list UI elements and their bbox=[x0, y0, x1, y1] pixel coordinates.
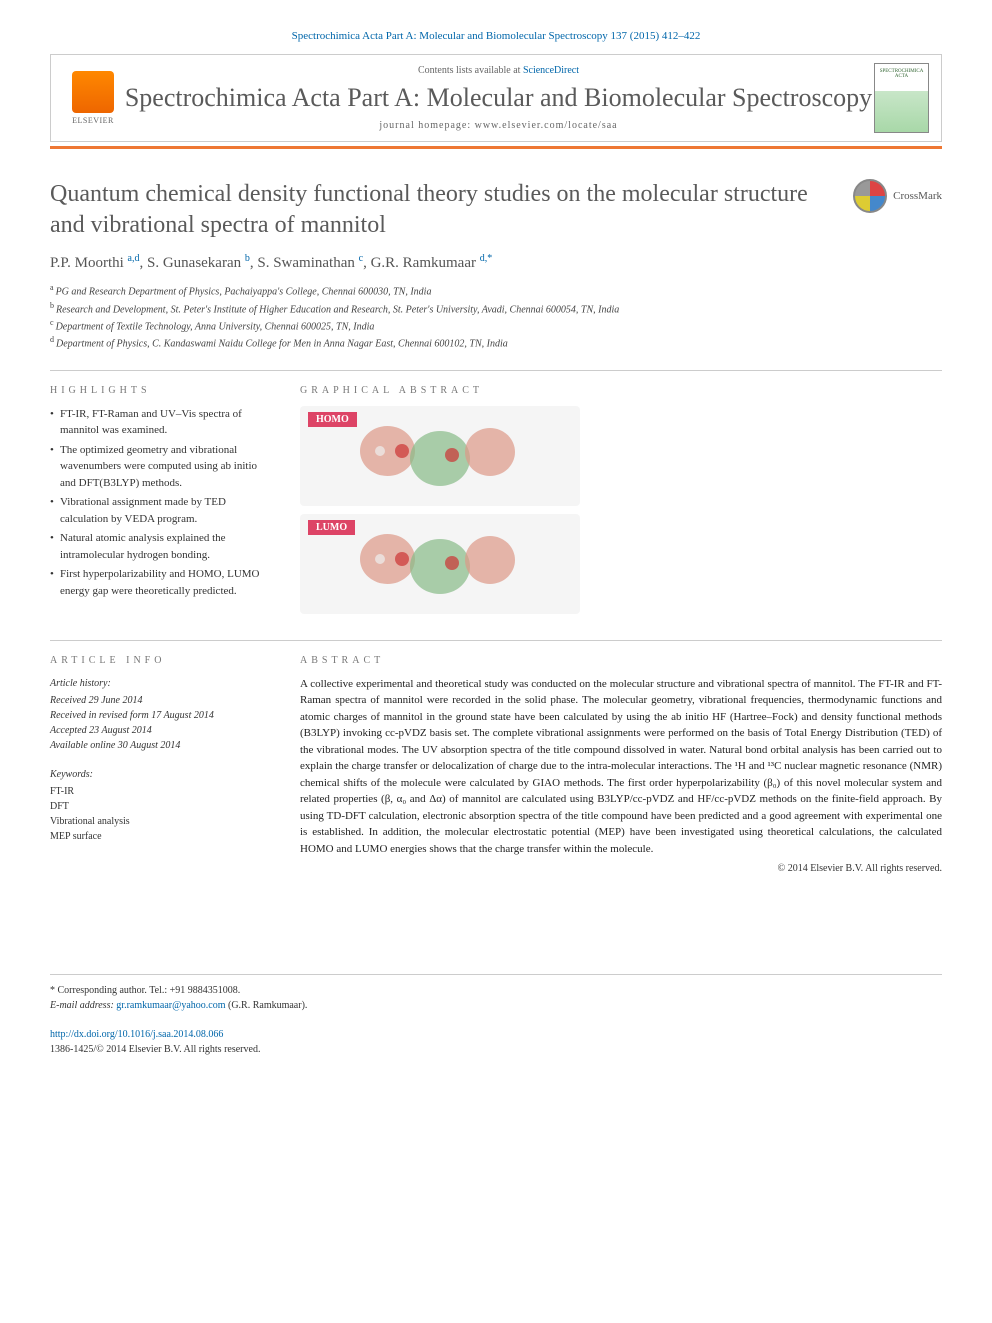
contents-prefix: Contents lists available at bbox=[418, 65, 523, 76]
keyword: Vibrational analysis bbox=[50, 814, 270, 829]
orbital-image: LUMO bbox=[300, 514, 580, 614]
affiliation-line: a PG and Research Department of Physics,… bbox=[50, 282, 942, 299]
title-row: Quantum chemical density functional theo… bbox=[50, 179, 942, 241]
crossmark-icon bbox=[853, 179, 887, 213]
highlights-label: HIGHLIGHTS bbox=[50, 385, 270, 396]
orbital-lobe bbox=[445, 448, 459, 462]
highlight-item: The optimized geometry and vibrational w… bbox=[50, 442, 270, 492]
journal-homepage: journal homepage: www.elsevier.com/locat… bbox=[123, 120, 874, 131]
affiliation-sup: a bbox=[50, 283, 56, 292]
doi-link[interactable]: http://dx.doi.org/10.1016/j.saa.2014.08.… bbox=[50, 1027, 942, 1042]
highlights-column: HIGHLIGHTS FT-IR, FT-Raman and UV–Vis sp… bbox=[50, 385, 270, 622]
crossmark-badge[interactable]: CrossMark bbox=[853, 179, 942, 213]
affiliations-block: a PG and Research Department of Physics,… bbox=[50, 282, 942, 351]
orbital-lobe bbox=[375, 554, 385, 564]
orbital-lobe bbox=[445, 556, 459, 570]
journal-name: Spectrochimica Acta Part A: Molecular an… bbox=[123, 82, 874, 113]
orbital-lobe bbox=[395, 552, 409, 566]
article-info-label: ARTICLE INFO bbox=[50, 655, 270, 666]
keyword: FT-IR bbox=[50, 784, 270, 799]
orbital-lobe bbox=[465, 428, 515, 476]
homepage-url[interactable]: www.elsevier.com/locate/saa bbox=[475, 120, 618, 131]
history-line: Received 29 June 2014 bbox=[50, 693, 270, 708]
orbital-lobe bbox=[375, 446, 385, 456]
affiliation-sup: b bbox=[50, 301, 56, 310]
contents-available-line: Contents lists available at ScienceDirec… bbox=[123, 65, 874, 76]
graphical-abstract-label: GRAPHICAL ABSTRACT bbox=[300, 385, 942, 396]
journal-header-box: ELSEVIER Contents lists available at Sci… bbox=[50, 54, 942, 142]
email-link[interactable]: gr.ramkumaar@yahoo.com bbox=[116, 1000, 225, 1011]
cover-text: SPECTROCHIMICA ACTA bbox=[875, 64, 928, 79]
keywords-heading: Keywords: bbox=[50, 767, 270, 782]
highlight-item: Natural atomic analysis explained the in… bbox=[50, 530, 270, 563]
affiliation-sup: d bbox=[50, 335, 56, 344]
affiliation-sup: c bbox=[50, 318, 56, 327]
abstract-text: A collective experimental and theoretica… bbox=[300, 676, 942, 858]
orbital-lobe bbox=[395, 444, 409, 458]
graphical-abstract-column: GRAPHICAL ABSTRACT HOMO LUMO bbox=[300, 385, 942, 622]
section-divider bbox=[50, 640, 942, 641]
graphical-abstract-images: HOMO LUMO bbox=[300, 406, 942, 614]
affiliation-line: c Department of Textile Technology, Anna… bbox=[50, 317, 942, 334]
email-label: E-mail address: bbox=[50, 1000, 116, 1011]
highlights-graphical-row: HIGHLIGHTS FT-IR, FT-Raman and UV–Vis sp… bbox=[50, 385, 942, 622]
authors-line: P.P. Moorthi a,d, S. Gunasekaran b, S. S… bbox=[50, 253, 942, 272]
author-affil-sup: a,d bbox=[128, 253, 140, 264]
author-affil-sup: d,* bbox=[480, 253, 493, 264]
highlight-item: First hyperpolarizability and HOMO, LUMO… bbox=[50, 566, 270, 599]
article-history: Article history: Received 29 June 2014Re… bbox=[50, 676, 270, 753]
issn-copyright: 1386-1425/© 2014 Elsevier B.V. All right… bbox=[50, 1042, 942, 1057]
header-citation: Spectrochimica Acta Part A: Molecular an… bbox=[50, 30, 942, 42]
highlight-item: FT-IR, FT-Raman and UV–Vis spectra of ma… bbox=[50, 406, 270, 439]
highlights-list: FT-IR, FT-Raman and UV–Vis spectra of ma… bbox=[50, 406, 270, 600]
crossmark-label: CrossMark bbox=[893, 190, 942, 202]
article-info-column: ARTICLE INFO Article history: Received 2… bbox=[50, 655, 270, 875]
history-line: Received in revised form 17 August 2014 bbox=[50, 708, 270, 723]
orbital-lobe bbox=[410, 431, 470, 486]
footer-block: * Corresponding author. Tel.: +91 988435… bbox=[50, 974, 942, 1057]
info-abstract-row: ARTICLE INFO Article history: Received 2… bbox=[50, 655, 942, 875]
keyword: MEP surface bbox=[50, 829, 270, 844]
email-line: E-mail address: gr.ramkumaar@yahoo.com (… bbox=[50, 998, 942, 1013]
history-heading: Article history: bbox=[50, 676, 270, 691]
keywords-lines: FT-IRDFTVibrational analysisMEP surface bbox=[50, 784, 270, 844]
orbital-lobe bbox=[410, 539, 470, 594]
orbital-label: HOMO bbox=[308, 412, 357, 427]
abstract-copyright: © 2014 Elsevier B.V. All rights reserved… bbox=[300, 863, 942, 874]
author: G.R. Ramkumaar d,* bbox=[371, 255, 493, 271]
keywords-block: Keywords: FT-IRDFTVibrational analysisME… bbox=[50, 767, 270, 844]
highlight-item: Vibrational assignment made by TED calcu… bbox=[50, 494, 270, 527]
header-center: Contents lists available at ScienceDirec… bbox=[123, 65, 874, 130]
article-title: Quantum chemical density functional theo… bbox=[50, 179, 833, 241]
email-name: (G.R. Ramkumaar). bbox=[225, 1000, 307, 1011]
homepage-prefix: journal homepage: bbox=[379, 120, 474, 131]
sciencedirect-link[interactable]: ScienceDirect bbox=[523, 65, 579, 76]
author: S. Swaminathan c bbox=[257, 255, 363, 271]
history-line: Accepted 23 August 2014 bbox=[50, 723, 270, 738]
history-lines: Received 29 June 2014Received in revised… bbox=[50, 693, 270, 753]
orbital-lobe bbox=[465, 536, 515, 584]
author-affil-sup: b bbox=[245, 253, 250, 264]
affiliation-line: b Research and Development, St. Peter's … bbox=[50, 300, 942, 317]
elsevier-tree-icon bbox=[72, 71, 114, 113]
author: S. Gunasekaran b bbox=[147, 255, 250, 271]
author: P.P. Moorthi a,d bbox=[50, 255, 139, 271]
elsevier-logo[interactable]: ELSEVIER bbox=[63, 66, 123, 131]
elsevier-label: ELSEVIER bbox=[72, 116, 114, 125]
orbital-label: LUMO bbox=[308, 520, 355, 535]
section-divider bbox=[50, 370, 942, 371]
author-affil-sup: c bbox=[359, 253, 363, 264]
affiliation-line: d Department of Physics, C. Kandaswami N… bbox=[50, 334, 942, 351]
orbital-image: HOMO bbox=[300, 406, 580, 506]
history-line: Available online 30 August 2014 bbox=[50, 738, 270, 753]
keyword: DFT bbox=[50, 799, 270, 814]
abstract-column: ABSTRACT A collective experimental and t… bbox=[300, 655, 942, 875]
corresponding-author: * Corresponding author. Tel.: +91 988435… bbox=[50, 983, 942, 998]
abstract-label: ABSTRACT bbox=[300, 655, 942, 666]
journal-cover-thumbnail[interactable]: SPECTROCHIMICA ACTA bbox=[874, 63, 929, 133]
orange-divider-bar bbox=[50, 146, 942, 149]
